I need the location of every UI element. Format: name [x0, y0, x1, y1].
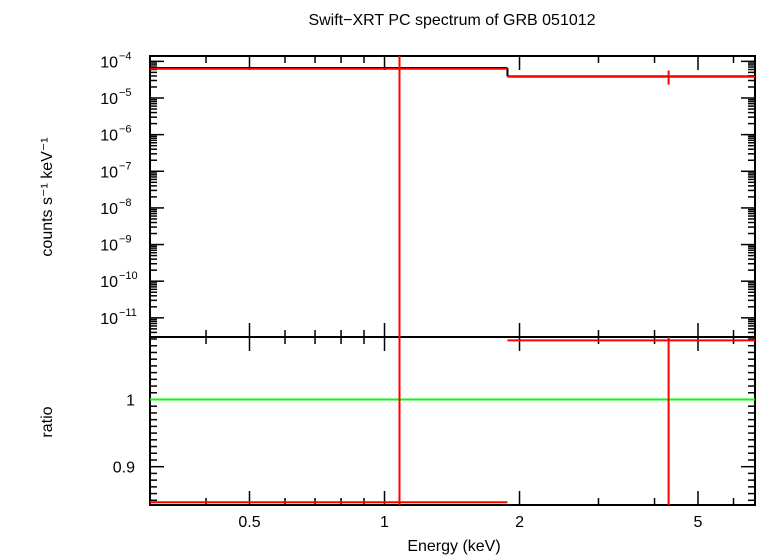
- x-tick-label: 0.5: [238, 514, 260, 531]
- top-y-axis-label: counts s⁻¹ keV⁻¹: [39, 137, 56, 256]
- top-y-tick-label: 10: [100, 91, 118, 108]
- top-y-tick-exponent: −6: [119, 124, 132, 136]
- top-y-tick-exponent: −7: [119, 160, 132, 172]
- bottom-y-tick-label: 0.9: [113, 460, 135, 477]
- top-y-tick-label: 10: [100, 238, 118, 255]
- bottom-y-tick-label: 1: [126, 392, 135, 409]
- top-y-tick-label: 10: [100, 274, 118, 291]
- top-y-tick-label: 10: [100, 128, 118, 145]
- top-y-tick-exponent: −11: [119, 307, 137, 319]
- top-y-tick-label: 10: [100, 201, 118, 218]
- x-tick-label: 1: [380, 514, 389, 531]
- x-tick-label: 2: [515, 514, 524, 531]
- top-y-tick-exponent: −8: [119, 197, 132, 209]
- bottom-panel-frame: [149, 336, 756, 506]
- top-panel-frame: [149, 55, 756, 338]
- top-y-tick-exponent: −9: [119, 234, 132, 246]
- top-y-tick-exponent: −5: [119, 87, 132, 99]
- x-axis-label: Energy (keV): [407, 538, 500, 555]
- top-y-tick-label: 10: [100, 311, 118, 328]
- bottom-y-axis-label: ratio: [39, 406, 56, 437]
- top-y-tick-exponent: −10: [119, 270, 138, 282]
- top-y-tick-label: 10: [100, 54, 118, 71]
- chart-title: Swift−XRT PC spectrum of GRB 051012: [308, 12, 595, 29]
- top-y-tick-label: 10: [100, 164, 118, 181]
- x-tick-label: 5: [694, 514, 703, 531]
- top-y-tick-exponent: −4: [119, 50, 132, 62]
